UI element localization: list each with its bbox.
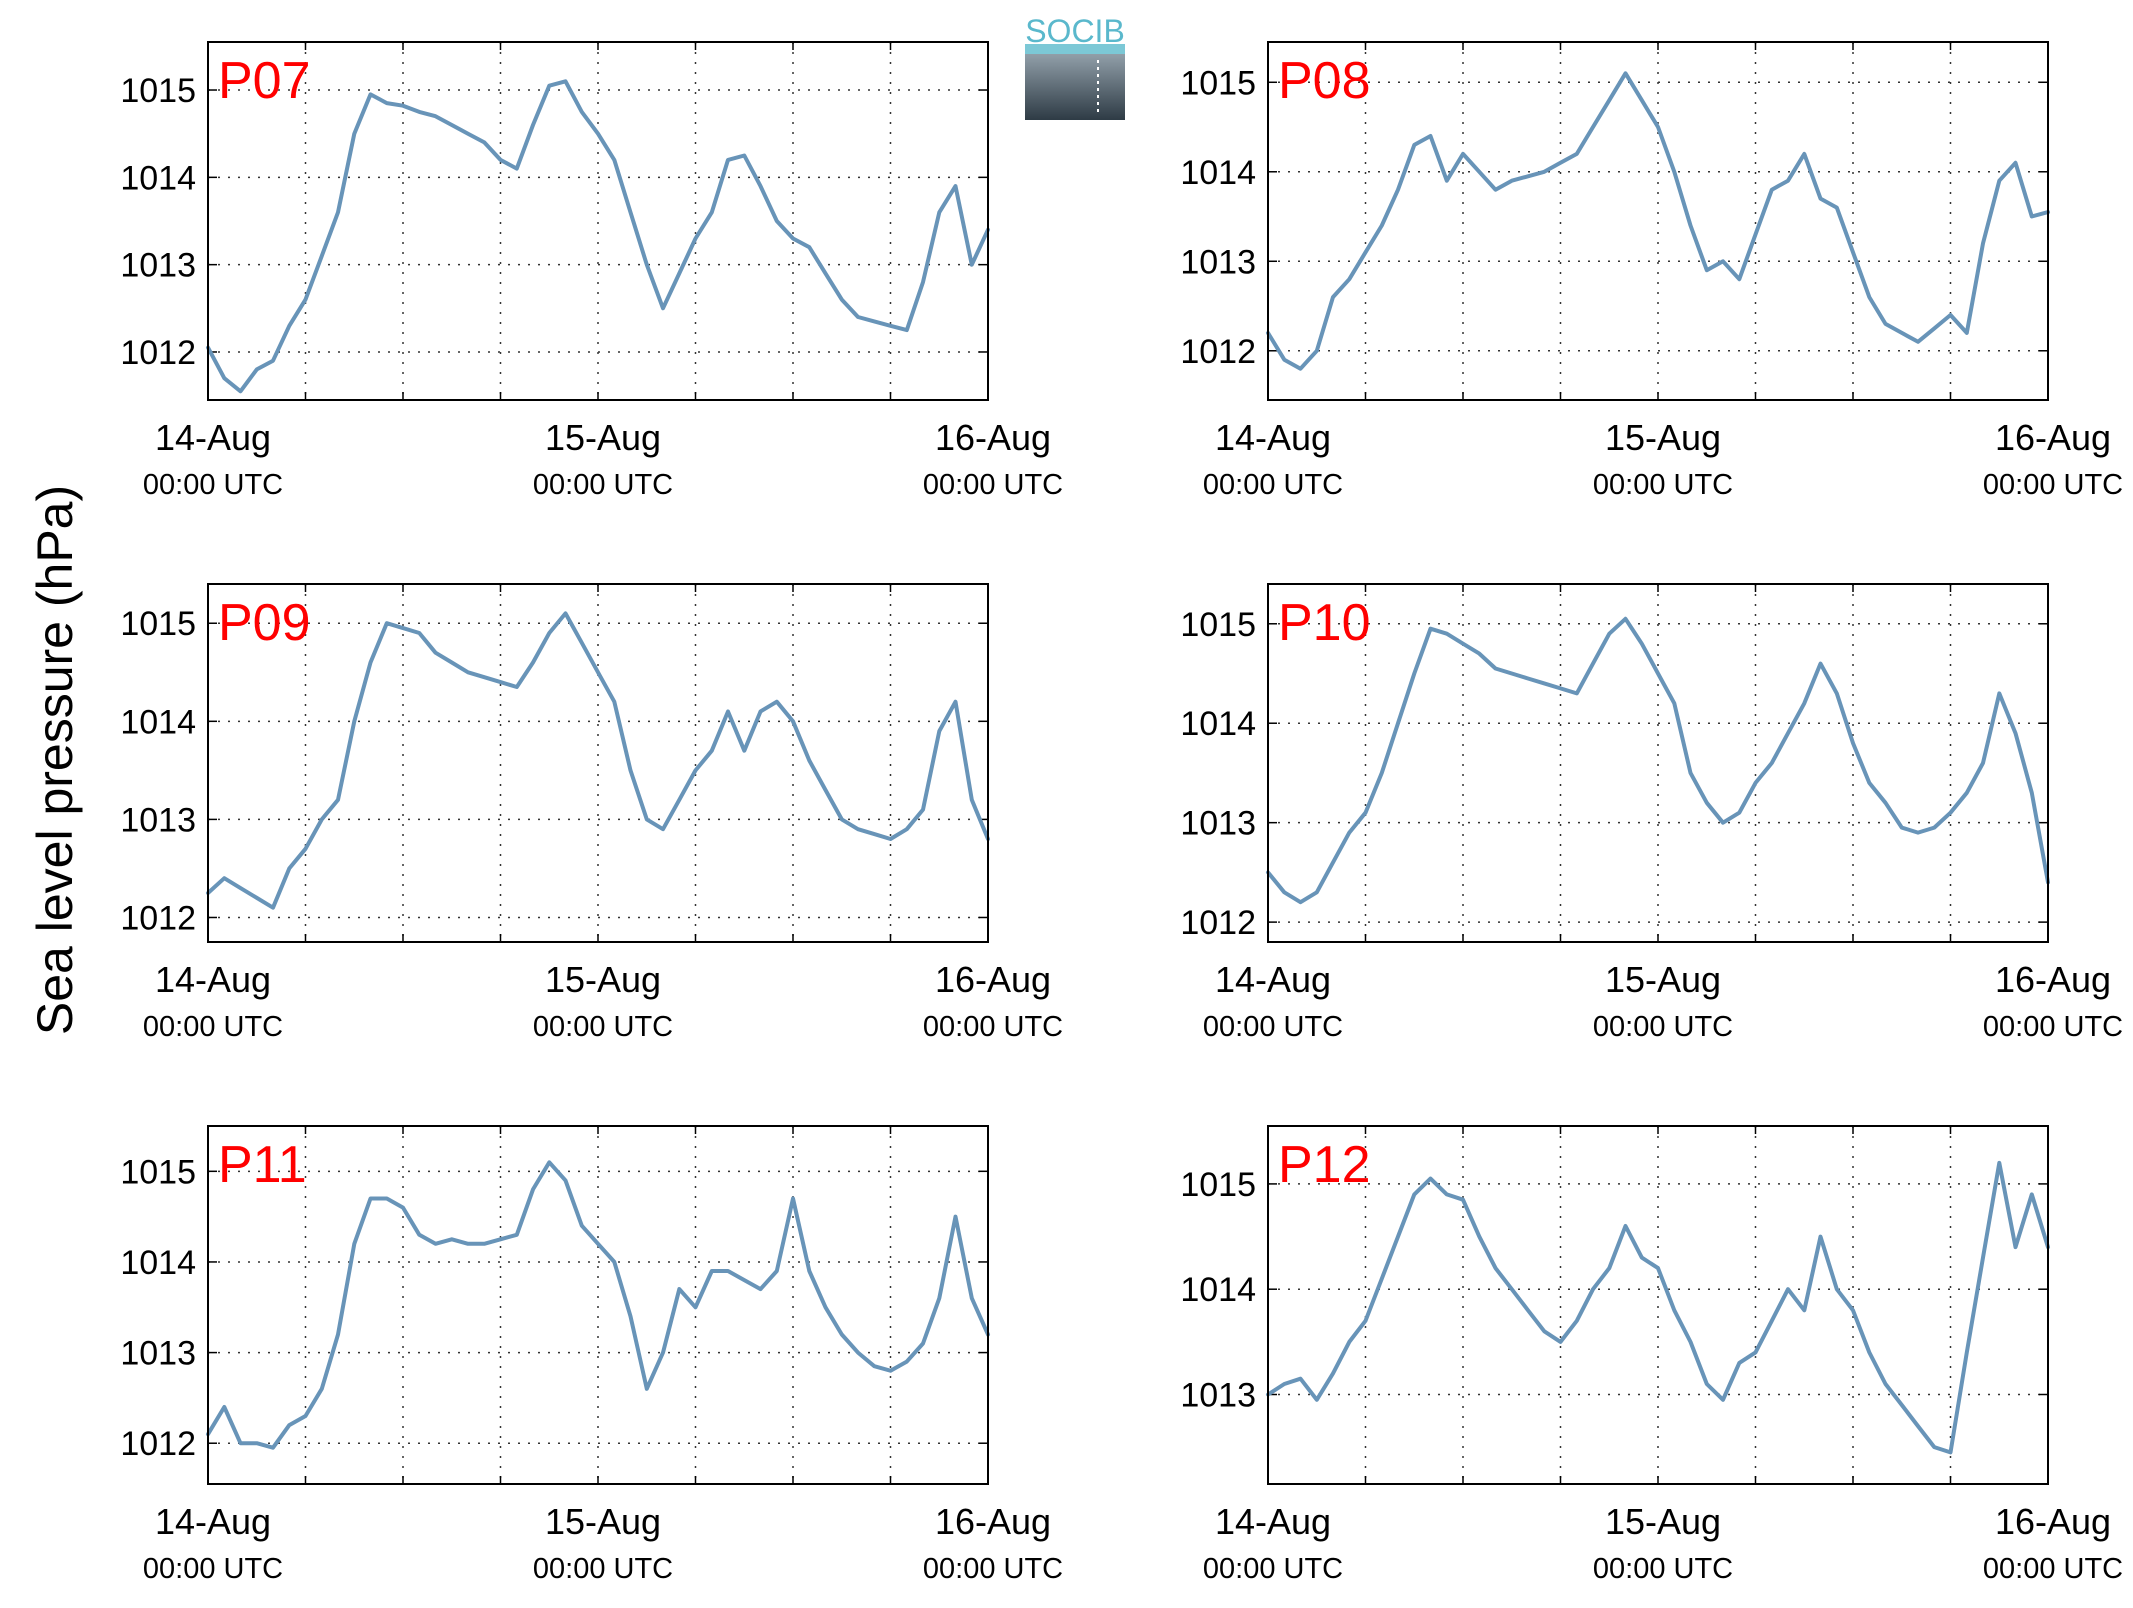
y-tick-label: 1015 [120,72,196,110]
chart-panel-p12: 1013 1014 1015 14-Aug 00:00 UTC 15-Aug 00:00 U… [1180,1125,2123,1585]
panel-label: P12 [1278,1136,1371,1194]
series-line [206,611,990,910]
x-tick-label-time: 00:00 UTC [1983,1553,2123,1585]
x-tick-label-time: 00:00 UTC [1593,469,1733,501]
plot-frame [1267,41,2049,401]
y-tick-label: 1012 [1180,333,1256,371]
x-tick-label-date: 15-Aug [1605,417,1721,458]
x-tick-label-date: 14-Aug [1215,417,1331,458]
x-tick-label-date: 16-Aug [935,417,1051,458]
y-tick-label: 1012 [120,334,196,372]
y-tick-label: 1012 [120,899,196,937]
x-tick-label-time: 00:00 UTC [533,1553,673,1585]
y-tick-label: 1012 [120,1425,196,1463]
panel-label: P07 [218,52,311,110]
chart-panel-p07: 1012 1013 1014 1015 14-Aug 00:00 UTC 15-Aug 00:… [120,41,1063,501]
x-tick-label-date: 14-Aug [155,1501,271,1542]
x-tick-label-date: 15-Aug [545,1501,661,1542]
panel-label: P11 [218,1136,307,1194]
x-tick-label-date: 16-Aug [935,959,1051,1000]
x-tick-label-time: 00:00 UTC [923,1011,1063,1043]
chart-panel-p08: 1012 1013 1014 1015 14-Aug 00:00 UTC 15-Aug 00:… [1180,41,2123,501]
y-tick-label: 1015 [120,1153,196,1191]
x-tick-label-time: 00:00 UTC [143,1011,283,1043]
y-tick-label: 1014 [120,703,196,741]
panel-label: P09 [218,594,311,652]
plot-frame [207,583,989,943]
series-line [1266,1160,2050,1455]
chart-panel-p09: 1012 1013 1014 1015 14-Aug 00:00 UTC 15-Aug 00:… [120,583,1063,1043]
x-tick-label-time: 00:00 UTC [1203,1553,1343,1585]
plot-frame [207,41,989,401]
y-tick-label: 1013 [120,247,196,285]
y-tick-label: 1014 [1180,1271,1256,1309]
x-tick-label-date: 15-Aug [1605,959,1721,1000]
y-tick-label: 1015 [120,605,196,643]
x-tick-label-time: 00:00 UTC [143,469,283,501]
x-tick-label-date: 16-Aug [1995,1501,2111,1542]
x-tick-label-time: 00:00 UTC [1983,1011,2123,1043]
logo-text: SOCIB [1025,13,1125,49]
panel-label: P10 [1278,594,1371,652]
x-tick-label-time: 00:00 UTC [533,1011,673,1043]
socib-logo: SOCIB [1025,13,1125,120]
series-line [1266,71,2050,371]
x-tick-label-date: 15-Aug [545,959,661,1000]
x-tick-label-time: 00:00 UTC [1593,1011,1733,1043]
x-tick-label-date: 15-Aug [545,417,661,458]
plot-area [208,584,988,942]
plot-area [208,1126,988,1484]
plot-frame [1267,583,2049,943]
series-line [206,79,990,394]
series-line [206,1160,990,1450]
x-tick-label-time: 00:00 UTC [143,1553,283,1585]
x-tick-label-time: 00:00 UTC [1593,1553,1733,1585]
y-tick-label: 1015 [1180,64,1256,102]
y-tick-label: 1014 [1180,154,1256,192]
y-tick-label: 1013 [1180,1377,1256,1415]
plot-frame [207,1125,989,1485]
x-tick-label-time: 00:00 UTC [1983,469,2123,501]
panel-label: P08 [1278,52,1371,110]
x-tick-label-time: 00:00 UTC [1203,1011,1343,1043]
chart-panel-p10: 1012 1013 1014 1015 14-Aug 00:00 UTC 15-Aug 00:… [1180,583,2123,1043]
y-tick-label: 1014 [120,159,196,197]
x-tick-label-date: 14-Aug [1215,1501,1331,1542]
panel-grid: 1012 1013 1014 1015 14-Aug 00:00 UTC 15-Aug 00:… [120,41,2123,1585]
y-tick-label: 1012 [1180,904,1256,942]
y-tick-label: 1013 [120,1335,196,1373]
x-tick-label-date: 14-Aug [155,417,271,458]
series-line [1266,616,2050,905]
x-tick-label-date: 16-Aug [1995,959,2111,1000]
x-tick-label-time: 00:00 UTC [1203,469,1343,501]
y-axis-label: Sea level pressure (hPa) [27,485,83,1035]
x-tick-label-date: 16-Aug [935,1501,1051,1542]
y-tick-label: 1014 [1180,705,1256,743]
x-tick-label-date: 15-Aug [1605,1501,1721,1542]
plot-area [1268,584,2048,942]
plot-frame [1267,1125,2049,1485]
y-tick-label: 1013 [1180,243,1256,281]
plot-area [208,42,988,400]
x-tick-label-date: 16-Aug [1995,417,2111,458]
y-tick-label: 1014 [120,1244,196,1282]
y-tick-label: 1013 [120,801,196,839]
x-tick-label-date: 14-Aug [155,959,271,1000]
x-tick-label-time: 00:00 UTC [533,469,673,501]
x-tick-label-time: 00:00 UTC [923,1553,1063,1585]
chart-panel-p11: 1012 1013 1014 1015 14-Aug 00:00 UTC 15-Aug 00:… [120,1125,1063,1585]
logo-wave [1025,44,1125,54]
plot-area [1268,1126,2048,1484]
y-tick-label: 1013 [1180,805,1256,843]
y-tick-label: 1015 [1180,1166,1256,1204]
logo-block [1025,48,1125,120]
x-tick-label-time: 00:00 UTC [923,469,1063,501]
y-tick-label: 1015 [1180,606,1256,644]
x-tick-label-date: 14-Aug [1215,959,1331,1000]
